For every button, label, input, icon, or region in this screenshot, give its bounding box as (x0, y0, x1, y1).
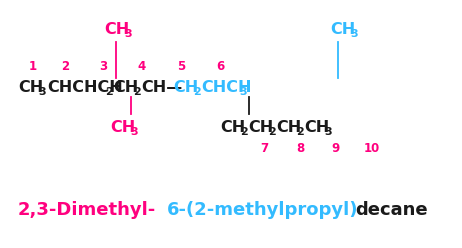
Text: CHCHCH: CHCHCH (47, 81, 123, 95)
Text: CH: CH (173, 81, 198, 95)
Text: 2: 2 (240, 127, 248, 137)
Text: CH: CH (276, 121, 301, 135)
Text: 3: 3 (350, 29, 358, 39)
Text: 2: 2 (61, 60, 69, 72)
Text: decane: decane (355, 201, 428, 219)
Text: CH: CH (110, 121, 135, 135)
Text: CHCH: CHCH (201, 81, 251, 95)
Text: CH: CH (220, 121, 245, 135)
Text: 9: 9 (332, 142, 340, 155)
Text: CH: CH (18, 81, 43, 95)
Text: 8: 8 (296, 142, 304, 155)
Text: 3: 3 (124, 29, 132, 39)
Text: 10: 10 (364, 142, 380, 155)
Text: 7: 7 (260, 142, 268, 155)
Text: CH: CH (330, 23, 355, 37)
Text: CH: CH (104, 23, 129, 37)
Text: 3: 3 (99, 60, 107, 72)
Text: 1: 1 (29, 60, 37, 72)
Text: CH: CH (248, 121, 273, 135)
Text: 2: 2 (296, 127, 304, 137)
Text: 2: 2 (133, 87, 141, 97)
Text: 3: 3 (38, 87, 46, 97)
Text: 6-(2-methylpropyl): 6-(2-methylpropyl) (167, 201, 359, 219)
Text: 6: 6 (216, 60, 224, 72)
Text: CH—: CH— (141, 81, 182, 95)
Text: CH: CH (304, 121, 329, 135)
Text: CH: CH (113, 81, 138, 95)
Text: 4: 4 (138, 60, 146, 72)
Text: 2: 2 (268, 127, 276, 137)
Text: 3: 3 (324, 127, 332, 137)
Text: 5: 5 (177, 60, 185, 72)
Text: 2: 2 (193, 87, 201, 97)
Text: 2,3-Dimethyl-: 2,3-Dimethyl- (18, 201, 156, 219)
Text: 3: 3 (239, 87, 247, 97)
Text: 2: 2 (105, 87, 113, 97)
Text: 3: 3 (130, 127, 138, 137)
